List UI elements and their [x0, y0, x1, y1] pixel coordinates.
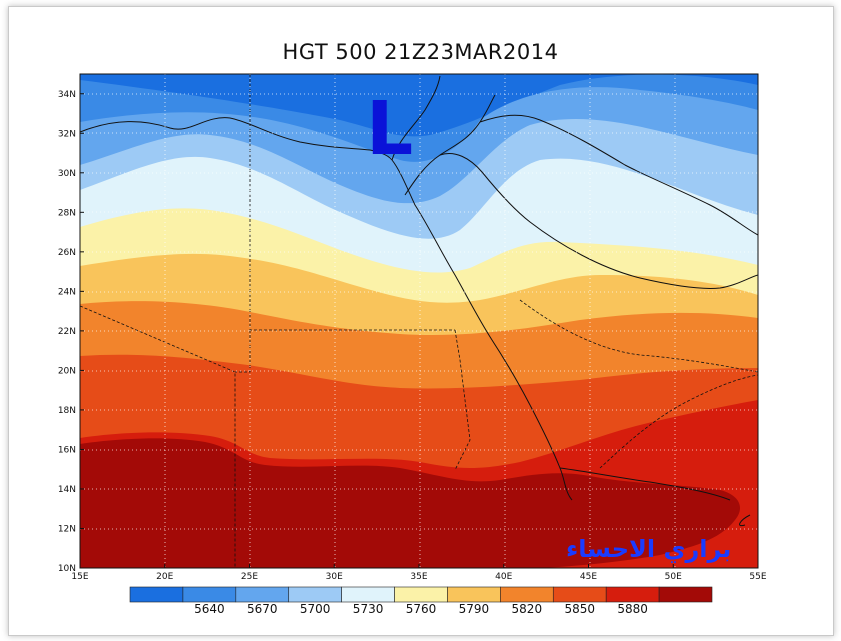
lat-label: 12N	[58, 524, 76, 534]
colorbar-segment	[605, 586, 660, 603]
colorbar-segment	[552, 586, 607, 603]
colorbar-label: 5820	[511, 602, 543, 616]
lat-label: 32N	[58, 129, 76, 139]
low-pressure-marker: L	[366, 86, 414, 172]
colorbar-segment	[235, 586, 290, 603]
lat-label: 28N	[58, 208, 76, 218]
map-title: HGT 500 21Z23MAR2014	[282, 40, 559, 64]
lat-label: 20N	[58, 366, 76, 376]
colorbar-label: 5880	[617, 602, 648, 616]
lat-label: 18N	[58, 406, 76, 416]
lat-label: 24N	[58, 287, 76, 297]
lon-label: 50E	[665, 572, 682, 582]
lon-label: 35E	[410, 572, 427, 582]
lat-label: 26N	[58, 248, 76, 258]
height-field	[80, 74, 758, 568]
colorbar-label: 5760	[405, 602, 437, 616]
colorbar-label: 5730	[352, 602, 384, 616]
lat-label: 16N	[58, 445, 76, 455]
lon-label: 30E	[326, 572, 343, 582]
lon-label: 45E	[580, 572, 597, 582]
colorbar-segment	[394, 586, 448, 603]
colorbar-label: 5640	[194, 602, 225, 616]
colorbar-label: 5700	[299, 602, 331, 616]
colorbar-label: 5670	[246, 602, 278, 616]
colorbar	[129, 586, 713, 603]
colorbar-segment	[341, 586, 395, 603]
watermark-text: براري الاحساء	[566, 535, 732, 563]
colorbar-label: 5850	[564, 602, 595, 616]
lon-label: 55E	[749, 572, 766, 582]
lon-label: 40E	[495, 572, 512, 582]
band-5940	[80, 438, 740, 568]
lon-label: 25E	[241, 572, 258, 582]
colorbar-label: 5790	[458, 602, 490, 616]
lon-label: 15E	[71, 572, 88, 582]
lon-ticks: 15E 20E 25E 30E 35E 40E 45E 50E 55E	[71, 564, 767, 582]
colorbar-segment	[129, 586, 184, 603]
lat-label: 34N	[58, 90, 76, 100]
lat-label: 10N	[58, 564, 76, 574]
colorbar-segment	[182, 586, 237, 603]
colorbar-segment	[447, 586, 501, 603]
lat-label: 30N	[58, 169, 76, 179]
lat-label: 22N	[58, 327, 76, 337]
lat-ticks: 34N 32N 30N 28N 26N 24N 22N 20N 18N 16N 14N 12N 10N	[58, 90, 84, 574]
colorbar-segment	[658, 586, 713, 603]
lon-label: 20E	[156, 572, 173, 582]
colorbar-segment	[500, 586, 554, 603]
colorbar-segment	[288, 586, 342, 603]
lat-label: 14N	[58, 485, 76, 495]
